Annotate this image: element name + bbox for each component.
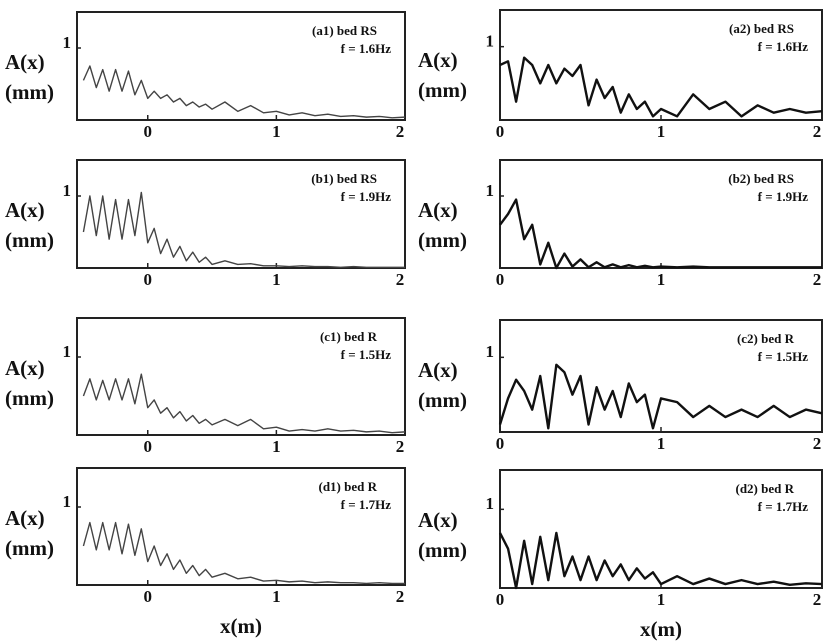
x-tick-label: 2	[396, 437, 405, 456]
x-tick-label: 0	[496, 270, 505, 289]
x-tick-label: 1	[272, 437, 281, 456]
data-line	[498, 531, 823, 590]
y-axis-label: A(x)	[418, 508, 458, 532]
panel-subtitle: f = 1.6Hz	[341, 41, 392, 56]
panel-subtitle: f = 1.5Hz	[758, 349, 809, 364]
x-tick-label: 2	[813, 122, 822, 141]
y-axis-unit: (mm)	[418, 78, 467, 102]
panel-subtitle: f = 1.9Hz	[341, 189, 392, 204]
panel: 0 1 2 1 A(x) (mm) (c1) bed R f = 1.5Hz	[5, 317, 406, 456]
y-tick-label: 1	[63, 492, 72, 511]
x-tick-label: 2	[813, 270, 822, 289]
data-line	[498, 363, 823, 430]
x-tick-label: 2	[813, 590, 822, 609]
data-line	[499, 56, 823, 118]
panel: 0 1 2 1 A(x) (mm) (a1) bed RS f = 1.6Hz	[5, 11, 406, 141]
y-tick-label: 1	[63, 181, 72, 200]
x-axis-label: x(m)	[220, 614, 262, 638]
x-tick-label: 1	[272, 270, 281, 289]
y-axis-unit: (mm)	[418, 228, 467, 252]
y-axis-label: A(x)	[5, 356, 45, 380]
panel: 0 1 2 1 A(x) (mm) (a2) bed RS f = 1.6Hz	[418, 9, 823, 141]
y-tick-label: 1	[486, 181, 495, 200]
y-tick-label: 1	[486, 32, 495, 51]
panel: 0 1 2 1 A(x) (mm) (c2) bed R f = 1.5Hz	[418, 319, 823, 453]
y-axis-label: A(x)	[418, 358, 458, 382]
panel-subtitle: f = 1.9Hz	[758, 189, 809, 204]
panel: 0 1 2 1 A(x) (mm) (b2) bed RS f = 1.9Hz	[418, 159, 823, 289]
x-tick-label: 0	[143, 270, 152, 289]
y-axis-label: A(x)	[418, 198, 458, 222]
panel-title: (c1) bed R	[320, 329, 378, 344]
y-tick-label: 1	[63, 33, 72, 52]
y-tick-label: 1	[486, 494, 495, 513]
y-tick-label: 1	[486, 342, 495, 361]
y-axis-unit: (mm)	[5, 386, 54, 410]
data-line	[82, 373, 406, 434]
panel-title: (a2) bed RS	[729, 21, 794, 36]
panel-subtitle: f = 1.7Hz	[758, 499, 809, 514]
plot-frame	[76, 11, 406, 121]
panel-title: (b2) bed RS	[728, 171, 794, 186]
y-axis-label: A(x)	[5, 198, 45, 222]
x-tick-label: 1	[657, 434, 666, 453]
y-axis-unit: (mm)	[5, 228, 54, 252]
plot-frame	[76, 159, 406, 269]
x-tick-label: 0	[496, 434, 505, 453]
x-tick-label: 2	[396, 122, 405, 141]
x-tick-label: 2	[396, 587, 405, 606]
plot-frame	[76, 467, 406, 586]
x-tick-label: 1	[657, 590, 666, 609]
x-tick-label: 0	[496, 590, 505, 609]
panel-subtitle: f = 1.6Hz	[758, 39, 809, 54]
panel-title: (b1) bed RS	[311, 171, 377, 186]
panel: 0 1 2 1 A(x) (mm) (b1) bed RS f = 1.9Hz	[5, 159, 406, 289]
data-line	[82, 521, 405, 585]
panel: 0 1 2 1 A(x) (mm) (d2) bed R f = 1.7Hz x(m)	[418, 469, 823, 641]
data-line	[499, 198, 822, 270]
x-tick-label: 1	[657, 270, 666, 289]
x-tick-label: 1	[272, 122, 281, 141]
panel-title: (d2) bed R	[735, 481, 794, 496]
y-axis-label: A(x)	[418, 48, 458, 72]
x-axis-label: x(m)	[640, 617, 682, 641]
x-tick-label: 0	[143, 122, 152, 141]
x-tick-label: 0	[143, 587, 152, 606]
panel-title: (c2) bed R	[737, 331, 795, 346]
x-tick-label: 1	[657, 122, 666, 141]
y-axis-unit: (mm)	[5, 80, 54, 104]
x-tick-label: 0	[143, 437, 152, 456]
panel: 0 1 2 1 A(x) (mm) (d1) bed R f = 1.7Hz x(m)	[5, 467, 406, 638]
x-tick-label: 2	[813, 434, 822, 453]
data-line	[82, 65, 406, 119]
x-tick-label: 0	[496, 122, 505, 141]
panel-title: (d1) bed R	[318, 479, 377, 494]
data-line	[82, 191, 405, 268]
y-axis-unit: (mm)	[5, 536, 54, 560]
x-tick-label: 1	[272, 587, 281, 606]
y-axis-unit: (mm)	[418, 388, 467, 412]
y-axis-label: A(x)	[5, 50, 45, 74]
y-axis-label: A(x)	[5, 506, 45, 530]
x-tick-label: 2	[396, 270, 405, 289]
y-tick-label: 1	[63, 342, 72, 361]
y-axis-unit: (mm)	[418, 538, 467, 562]
plot-frame	[76, 317, 406, 436]
panel-subtitle: f = 1.7Hz	[341, 497, 392, 512]
panel-title: (a1) bed RS	[312, 23, 377, 38]
panel-subtitle: f = 1.5Hz	[341, 347, 392, 362]
